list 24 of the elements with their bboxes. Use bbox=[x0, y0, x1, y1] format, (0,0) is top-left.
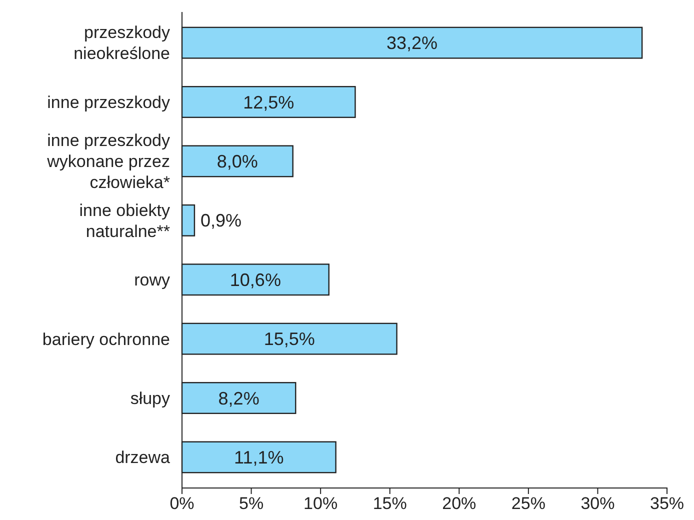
data-label: 10,6% bbox=[230, 270, 281, 290]
data-label: 0,9% bbox=[200, 210, 242, 231]
x-tick-label: 35% bbox=[650, 494, 684, 514]
data-label: 8,2% bbox=[218, 388, 260, 408]
data-label: 15,5% bbox=[264, 329, 315, 350]
y-tick-label: inne przeszkody wykonane przez człowieka* bbox=[46, 131, 170, 192]
data-label: 11,1% bbox=[234, 448, 284, 468]
data-label: 12,5% bbox=[243, 92, 294, 112]
y-tick-label: inne przeszkody bbox=[47, 92, 170, 112]
y-tick-label: inne obiekty naturalne** bbox=[79, 200, 170, 241]
x-tick-label: 30% bbox=[580, 494, 615, 514]
x-tick-label: 0% bbox=[170, 494, 194, 514]
y-tick-label: drzewa bbox=[115, 448, 171, 468]
x-tick-label: 20% bbox=[442, 494, 476, 514]
data-label: 8,0% bbox=[216, 151, 258, 172]
x-tick-label: 10% bbox=[304, 494, 338, 514]
x-tick-label: 5% bbox=[238, 494, 264, 514]
x-tick-label: 25% bbox=[511, 494, 546, 514]
y-tick-label: rowy bbox=[134, 270, 170, 290]
y-tick-label: słupy bbox=[130, 388, 170, 408]
y-tick-label: bariery ochronne bbox=[42, 330, 170, 349]
y-tick-label: przeszkody nieokreślone bbox=[74, 23, 170, 64]
x-tick-label: 15% bbox=[372, 494, 407, 514]
data-label: 33,2% bbox=[386, 33, 438, 54]
